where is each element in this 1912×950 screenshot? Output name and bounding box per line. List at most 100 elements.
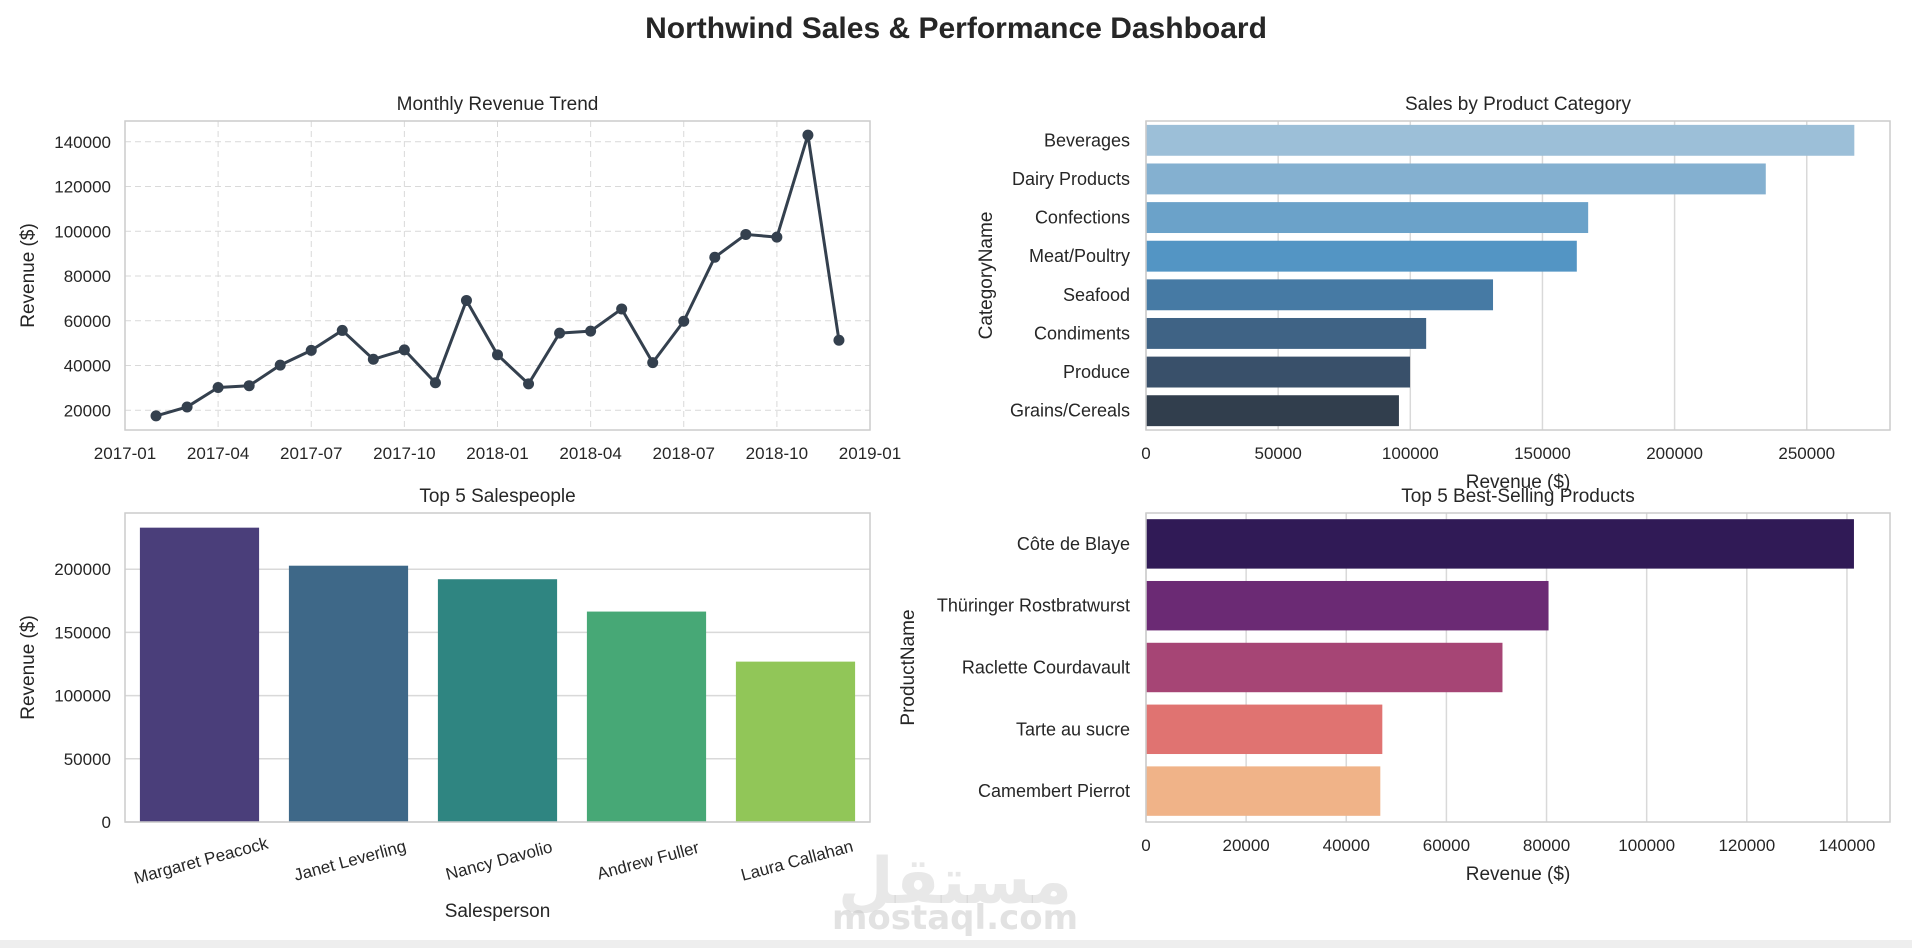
category-label: Dairy Products: [1012, 169, 1130, 189]
category-label: Côte de Blaye: [1017, 534, 1130, 554]
category-label: Grains/Cereals: [1010, 401, 1130, 421]
y-tick-label: 50000: [64, 750, 111, 769]
bar: [1146, 704, 1383, 755]
category-label: Laura Callahan: [739, 837, 855, 885]
category-label: Tarte au sucre: [1016, 719, 1130, 739]
data-point: [709, 251, 721, 263]
dashboard-title: Northwind Sales & Performance Dashboard: [645, 12, 1267, 45]
bar: [1146, 356, 1411, 388]
chart-top-products: 0 20000 40000 60000 80000 100000 120000 140000 C…: [898, 486, 1891, 885]
bar: [1146, 519, 1854, 569]
x-axis-label: Revenue ($): [1466, 864, 1571, 885]
data-point: [367, 353, 379, 365]
y-axis-label: Revenue ($): [18, 223, 39, 328]
x-tick-label: 0: [1141, 444, 1150, 463]
bar: [1146, 580, 1549, 631]
x-tick-label: 0: [1141, 836, 1150, 855]
x-tick-label: 2018-04: [559, 444, 621, 463]
bar: [139, 527, 260, 822]
y-tick-label: 100000: [54, 222, 111, 241]
x-tick-label: 2018-07: [653, 444, 715, 463]
x-tick-label: 120000: [1718, 836, 1775, 855]
data-point: [398, 344, 410, 356]
bar: [586, 611, 707, 822]
data-point: [554, 327, 566, 339]
data-point: [274, 359, 286, 371]
chart-title: Top 5 Salespeople: [419, 486, 575, 507]
data-point: [429, 377, 441, 389]
chart-title: Monthly Revenue Trend: [397, 94, 599, 115]
bar: [1146, 766, 1381, 816]
x-tick-label: 200000: [1646, 444, 1703, 463]
x-tick-label: 2017-01: [94, 444, 156, 463]
plot-frame: [124, 120, 871, 431]
y-tick-label: 20000: [64, 401, 111, 420]
bar: [1146, 395, 1399, 427]
x-tick-label: 50000: [1255, 444, 1302, 463]
bar: [1146, 124, 1855, 156]
data-point: [771, 231, 783, 243]
data-point: [305, 344, 317, 356]
bar: [437, 579, 558, 822]
x-axis-label: Revenue ($): [1466, 472, 1571, 493]
category-label: Camembert Pierrot: [978, 781, 1130, 801]
chart-sales-by-category: 0 50000 100000 150000 200000 250000 Beverages D…: [976, 94, 1891, 493]
bar: [1146, 202, 1589, 234]
x-tick-label: 2018-10: [746, 444, 808, 463]
data-point: [833, 334, 845, 346]
category-label: Thüringer Rostbratwurst: [937, 596, 1130, 616]
data-point: [740, 228, 752, 240]
bar: [1146, 317, 1427, 349]
data-point: [678, 315, 690, 327]
data-point: [212, 381, 224, 393]
x-tick-label: 60000: [1423, 836, 1470, 855]
x-tick-label: 40000: [1323, 836, 1370, 855]
bar: [1146, 279, 1494, 311]
x-tick-label: 80000: [1523, 836, 1570, 855]
bar: [288, 565, 409, 822]
y-tick-label: 200000: [54, 560, 111, 579]
x-tick-label: 2017-07: [280, 444, 342, 463]
data-point: [802, 129, 814, 141]
category-label: Janet Leverling: [292, 837, 408, 885]
data-point: [150, 410, 162, 422]
chart-monthly-revenue: 20000 40000 60000 80000 100000 120000 140000 20…: [18, 94, 901, 463]
data-point: [523, 378, 535, 390]
x-tick-label: 100000: [1618, 836, 1675, 855]
category-label: Produce: [1063, 362, 1130, 382]
y-tick-label: 80000: [64, 267, 111, 286]
x-tick-label: 250000: [1778, 444, 1835, 463]
bar: [735, 661, 856, 822]
plot-frame: [1145, 120, 1891, 431]
data-point: [616, 303, 628, 315]
category-label: Seafood: [1063, 285, 1130, 305]
plot-frame: [1145, 512, 1891, 823]
chart-title: Top 5 Best-Selling Products: [1401, 486, 1634, 507]
bar: [1146, 163, 1766, 195]
category-label: Nancy Davolio: [444, 837, 555, 884]
data-point: [243, 380, 255, 392]
bottom-band: [0, 940, 1912, 948]
y-axis-label: CategoryName: [976, 212, 997, 340]
category-label: Confections: [1035, 208, 1130, 228]
bar: [1146, 642, 1503, 693]
y-tick-label: 140000: [54, 133, 111, 152]
category-label: Andrew Fuller: [595, 838, 702, 884]
y-axis-label: Revenue ($): [18, 615, 39, 720]
y-axis-label: ProductName: [898, 609, 919, 725]
category-label: Beverages: [1044, 130, 1130, 150]
x-tick-label: 2019-01: [839, 444, 901, 463]
y-tick-label: 150000: [54, 623, 111, 642]
x-tick-label: 140000: [1819, 836, 1876, 855]
y-tick-label: 120000: [54, 178, 111, 197]
plot-frame: [124, 512, 871, 823]
category-label: Condiments: [1034, 323, 1130, 343]
data-point: [585, 325, 597, 337]
category-label: Raclette Courdavault: [962, 658, 1130, 678]
category-label: Margaret Peacock: [132, 834, 271, 888]
chart-title: Sales by Product Category: [1405, 94, 1632, 115]
data-point: [492, 349, 503, 361]
y-tick-label: 60000: [64, 312, 111, 331]
chart-top-salespeople: 0 50000 100000 150000 200000 Margaret Peacock…: [18, 486, 871, 922]
